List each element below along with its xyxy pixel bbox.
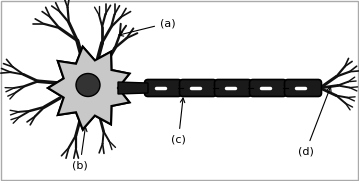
FancyBboxPatch shape — [214, 79, 252, 96]
Ellipse shape — [76, 73, 100, 96]
Text: (b): (b) — [72, 127, 88, 170]
Bar — [178, 85, 183, 91]
FancyBboxPatch shape — [145, 79, 182, 96]
Bar — [248, 85, 253, 91]
Ellipse shape — [76, 73, 100, 96]
Polygon shape — [118, 82, 148, 94]
Polygon shape — [48, 47, 130, 129]
Bar — [213, 85, 218, 91]
Bar — [283, 85, 288, 91]
Text: (a): (a) — [119, 18, 176, 36]
Polygon shape — [48, 47, 130, 129]
FancyBboxPatch shape — [284, 79, 322, 96]
FancyBboxPatch shape — [180, 79, 216, 96]
Text: (d): (d) — [298, 87, 331, 156]
Text: (c): (c) — [171, 98, 186, 144]
FancyBboxPatch shape — [250, 79, 286, 96]
